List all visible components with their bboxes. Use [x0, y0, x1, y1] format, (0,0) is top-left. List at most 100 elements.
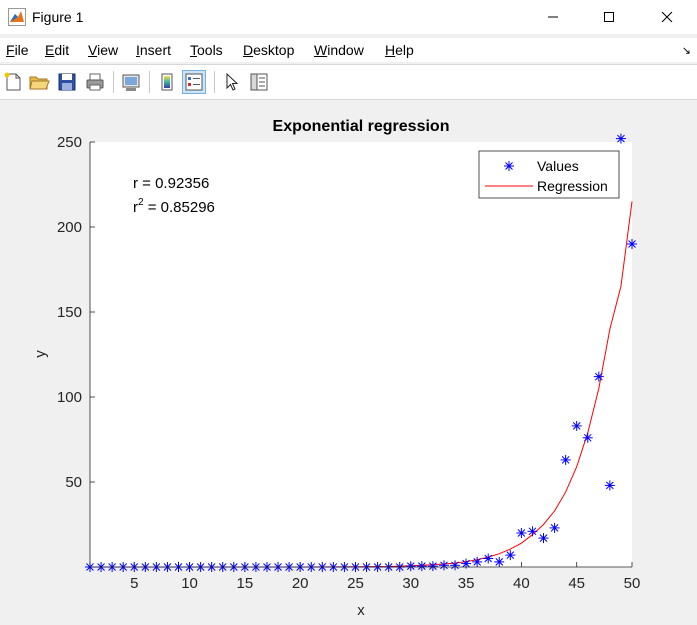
x-tick-label: 40 [513, 575, 530, 592]
value-point [593, 371, 604, 382]
value-point [516, 528, 527, 538]
toolbar-separator [113, 71, 114, 93]
menu-bar: File Edit View Insert Tools Desktop Wind… [0, 38, 697, 62]
legend-values-marker [504, 161, 514, 171]
menu-tools[interactable]: Tools [190, 42, 223, 58]
value-point [416, 561, 427, 572]
menu-help-label: elp [395, 42, 414, 58]
y-tick-label: 200 [57, 219, 82, 236]
minimize-icon [548, 16, 558, 18]
value-point [560, 454, 571, 465]
legend-box [478, 150, 620, 199]
menu-window-label: indow [327, 42, 364, 58]
y-tick-label: 100 [57, 389, 82, 406]
value-point [604, 480, 615, 491]
menu-file-label: ile [14, 42, 29, 58]
value-point [527, 526, 538, 537]
insert-colorbar-icon[interactable] [156, 71, 178, 93]
menu-view[interactable]: View [88, 42, 118, 58]
menu-edit[interactable]: Edit [45, 42, 69, 58]
value-point [505, 550, 516, 561]
x-tick-label: 10 [181, 575, 198, 592]
open-file-icon[interactable] [28, 71, 50, 93]
x-axis-label: x [357, 602, 365, 619]
menu-insert[interactable]: Insert [136, 42, 171, 58]
maximize-icon [604, 12, 614, 22]
x-tick-label: 50 [624, 575, 641, 592]
value-point [582, 432, 593, 443]
value-point [472, 556, 483, 567]
title-bar: Figure 1 [0, 0, 697, 34]
new-figure-icon[interactable] [2, 71, 24, 93]
menu-tools-label: ools [197, 42, 223, 58]
menu-window[interactable]: Window [314, 42, 364, 58]
toolbar-separator [149, 71, 150, 93]
legend[interactable]: Values Regression [478, 150, 620, 199]
r-annotation: r = 0.92356 [133, 175, 209, 192]
menu-help-key: H [385, 42, 396, 58]
dock-arrow-icon[interactable]: ↘ [681, 45, 691, 57]
menu-tools-key: T [190, 42, 197, 58]
value-point [627, 239, 637, 249]
r2-prefix: r [133, 199, 138, 216]
y-axis-label: y [32, 350, 49, 358]
menu-help[interactable]: Help [385, 42, 414, 58]
print-icon[interactable] [84, 71, 106, 93]
menu-edit-label: dit [54, 42, 70, 58]
value-point [571, 420, 582, 431]
x-tick-label: 15 [237, 575, 254, 592]
link-plot-icon[interactable] [120, 71, 142, 93]
y-tick-label: 50 [65, 474, 82, 491]
close-icon [661, 11, 673, 23]
legend-star-marker [504, 161, 514, 171]
y-tick-label: 250 [57, 134, 82, 151]
r2-superscript: 2 [138, 197, 144, 208]
axis-ticks: 5 10 15 20 25 30 35 40 45 50 50 100 150 200 250 [57, 134, 640, 592]
y-tick-label: 150 [57, 304, 82, 321]
insert-legend-icon[interactable] [182, 70, 206, 94]
close-button[interactable] [644, 0, 690, 34]
edit-plot-icon[interactable] [221, 71, 243, 93]
value-point [427, 561, 438, 572]
value-point [615, 133, 626, 144]
menu-insert-label: nsert [139, 42, 172, 58]
value-point [494, 556, 505, 567]
value-point [483, 553, 494, 564]
menu-desktop[interactable]: Desktop [243, 42, 294, 58]
menu-file[interactable]: File [6, 42, 29, 58]
value-point [549, 522, 560, 533]
x-tick-label: 35 [458, 575, 475, 592]
plot-svg[interactable]: Exponential regression x y 5 10 15 20 25 30 35… [0, 100, 697, 620]
x-tick-label: 45 [568, 575, 585, 592]
value-point [538, 533, 549, 544]
figure-canvas: Exponential regression x y 5 10 15 20 25 30 35… [0, 100, 697, 620]
menu-desktop-key: D [243, 42, 254, 58]
legend-values-label: Values [537, 158, 579, 174]
value-point [405, 561, 416, 572]
save-icon[interactable] [56, 71, 78, 93]
menu-file-key: F [6, 42, 15, 58]
r2-value: = 0.85296 [144, 199, 215, 216]
x-tick-label: 20 [292, 575, 309, 592]
value-point [438, 560, 449, 571]
x-tick-label: 30 [402, 575, 419, 592]
menu-view-key: V [88, 42, 98, 58]
chart-title: Exponential regression [273, 118, 450, 135]
figure-toolbar [0, 64, 697, 100]
r2-annotation: r2 = 0.85296 [133, 197, 215, 216]
minimize-button[interactable] [530, 0, 576, 34]
menu-insert-key: I [136, 42, 140, 58]
legend-regression-label: Regression [537, 178, 608, 194]
value-point [450, 560, 461, 571]
toolbar-separator [214, 71, 215, 93]
window-title: Figure 1 [32, 9, 84, 25]
property-inspector-icon[interactable] [248, 71, 270, 93]
menu-edit-key: E [45, 42, 55, 58]
axes-background [90, 142, 632, 567]
matlab-logo-icon [8, 8, 26, 26]
menu-view-label: iew [97, 42, 119, 58]
maximize-button[interactable] [586, 0, 632, 34]
menu-desktop-label: esktop [253, 42, 295, 58]
x-tick-label: 25 [347, 575, 364, 592]
menu-window-key: W [314, 42, 328, 58]
